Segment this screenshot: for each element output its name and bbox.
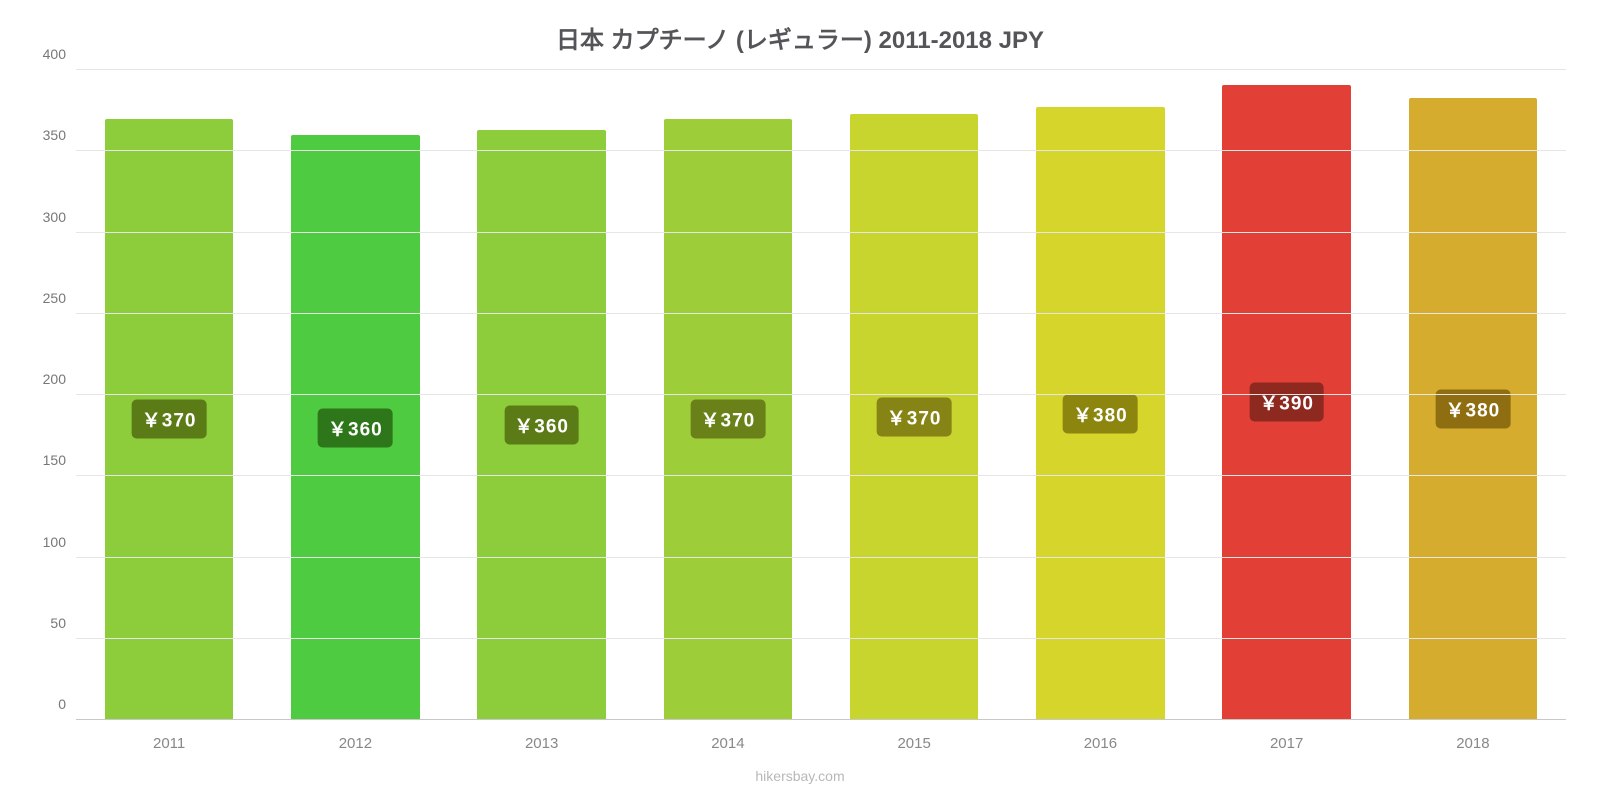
grid-line [76,475,1566,476]
bar-slot: ￥360 [449,70,635,720]
x-axis-labels: 20112012201320142015201620172018 [76,735,1566,752]
value-badge: ￥370 [132,400,207,439]
bar: ￥390 [1222,85,1351,720]
x-tick-label: 2013 [449,735,635,752]
chart-title: 日本 カプチーノ (レギュラー) 2011-2018 JPY [0,20,1600,55]
bar-slot: ￥380 [1380,70,1566,720]
x-tick-label: 2012 [262,735,448,752]
x-tick-label: 2016 [1007,735,1193,752]
bar: ￥360 [291,135,420,720]
grid-line [76,150,1566,151]
baseline [76,719,1566,720]
bar-slot: ￥380 [1007,70,1193,720]
x-tick-label: 2011 [76,735,262,752]
value-badge: ￥380 [1436,389,1511,428]
value-badge: ￥370 [691,400,766,439]
value-badge: ￥360 [318,408,393,447]
grid-line [76,313,1566,314]
y-tick-label: 250 [43,290,76,306]
x-tick-label: 2014 [635,735,821,752]
y-tick-label: 50 [50,615,76,631]
x-tick-label: 2017 [1194,735,1380,752]
y-tick-label: 350 [43,127,76,143]
bar: ￥370 [105,119,234,720]
bar: ￥360 [477,130,606,720]
value-badge: ￥370 [877,397,952,436]
y-tick-label: 200 [43,371,76,387]
y-tick-label: 150 [43,452,76,468]
y-tick-label: 100 [43,534,76,550]
grid-line [76,557,1566,558]
bar-slot: ￥390 [1194,70,1380,720]
grid-line [76,232,1566,233]
grid-line [76,394,1566,395]
value-badge: ￥380 [1063,394,1138,433]
x-tick-label: 2015 [821,735,1007,752]
grid-line [76,638,1566,639]
bar: ￥370 [664,119,793,720]
footer-credit: hikersbay.com [0,768,1600,784]
value-badge: ￥390 [1249,383,1324,422]
bar: ￥380 [1036,107,1165,720]
y-tick-label: 0 [58,696,76,712]
bar-slot: ￥370 [76,70,262,720]
x-tick-label: 2018 [1380,735,1566,752]
plot-area: ￥370￥360￥360￥370￥370￥380￥390￥380 0501001… [76,70,1566,720]
bar: ￥380 [1409,98,1538,720]
bar-slot: ￥370 [635,70,821,720]
chart-container: 日本 カプチーノ (レギュラー) 2011-2018 JPY ￥370￥360￥… [0,0,1600,800]
y-tick-label: 400 [43,46,76,62]
bar: ￥370 [850,114,979,720]
bar-slot: ￥360 [262,70,448,720]
value-badge: ￥360 [504,406,579,445]
grid-line [76,69,1566,70]
bar-slot: ￥370 [821,70,1007,720]
bars-group: ￥370 ￥360 ￥360 ￥370 ￥370 ￥380 ￥390 ￥380 [76,70,1566,720]
y-tick-label: 300 [43,209,76,225]
